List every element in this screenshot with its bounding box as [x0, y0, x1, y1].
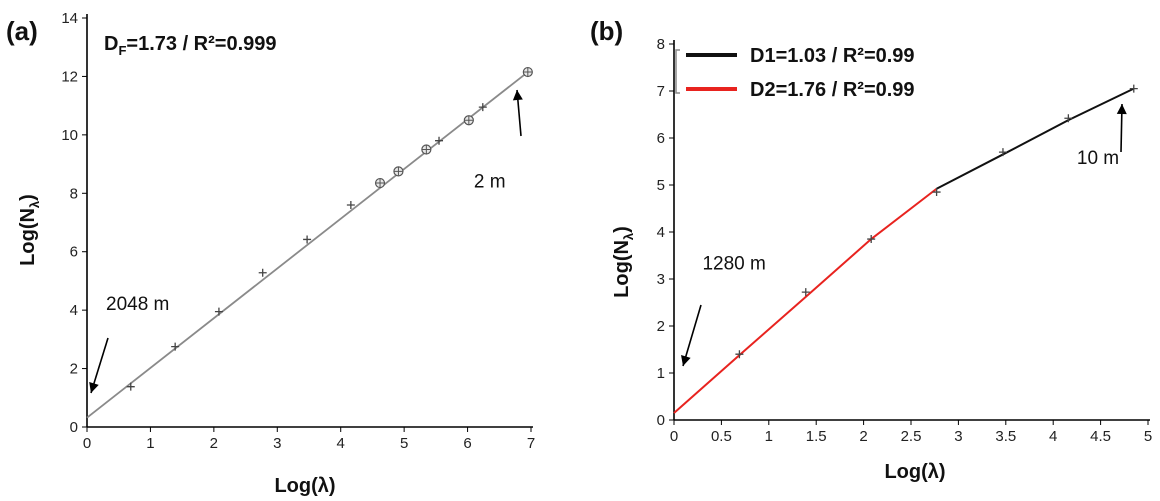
panel-a-y-tick-label: 12: [61, 68, 78, 85]
panel-a-data-point: [346, 200, 355, 209]
panel-b-series-line-1: [936, 87, 1135, 190]
panel-a-y-axis-title: Log(Nλ): [17, 194, 42, 266]
panel-b-legend: D1=1.03 / R²=0.99 D2=1.76 / R²=0.99: [675, 45, 915, 101]
panel-a-data-point: [303, 235, 312, 244]
panel-a-annotation-arrowhead: [512, 90, 523, 101]
panel-a-x-tick-label: 0: [83, 435, 91, 452]
panel-a-y-tick-label: 4: [70, 302, 78, 319]
panel-a-x-tick-label: 4: [337, 435, 345, 452]
panel-b-x-tick-label: 3: [954, 428, 962, 445]
panel-a-data-point: [126, 382, 135, 391]
panel-b-x-tick-label: 2: [859, 428, 867, 445]
panel-b-plot: 0 0.5 1 1.5 2 2.5 3 3.5 4 4.5 5 0 1 2 3 4 5 6 7 8 1280 m 10 m: [657, 36, 1153, 445]
panel-a-x-tick-label: 7: [527, 435, 535, 452]
panel-b-data-point: [1064, 114, 1073, 123]
panel-a-x-tick-label: 2: [210, 435, 218, 452]
legend-label-d2: D2=1.76 / R²=0.99: [750, 79, 915, 101]
panel-b-y-axis-title: Log(Nλ): [611, 226, 636, 298]
panel-a-x-tick-label: 1: [146, 435, 154, 452]
panel-a-x-tick-label: 6: [463, 435, 471, 452]
panel-b-x-tick-label: 0: [670, 428, 678, 445]
panel-b-series-line-2: [673, 187, 938, 414]
panel-a-y-tick-label: 10: [61, 127, 78, 144]
panel-b-x-tick-label: 4: [1049, 428, 1057, 445]
panel-a-y-tick-label: 14: [61, 10, 78, 27]
panel-a-annotation-arrowhead: [89, 381, 99, 393]
panel-b-y-tick-label: 7: [657, 83, 665, 100]
panel-b-data-point: [735, 350, 744, 359]
panel-a-data-point-cross: [422, 145, 431, 154]
panel-b-annotation-text: 10 m: [1077, 148, 1119, 169]
panel-b-annotation-text: 1280 m: [702, 254, 765, 275]
panel-b-legend-bracket: [675, 49, 680, 94]
panel-b-y-tick-label: 6: [657, 130, 665, 147]
panel-b-label: (b): [590, 16, 623, 46]
panel-b-x-tick-label: 4.5: [1090, 428, 1111, 445]
panel-a-annotation-text: 2048 m: [106, 294, 169, 315]
legend-label-d1: D1=1.03 / R²=0.99: [750, 45, 915, 67]
panel-b-y-tick-label: 1: [657, 365, 665, 382]
panel-b-y-tick-label: 5: [657, 177, 665, 194]
panel-b-annotation-arrow: [682, 304, 702, 367]
panel-b-x-tick-label: 1.5: [806, 428, 827, 445]
panel-b-x-axis-title: Log(λ): [884, 461, 945, 483]
panel-a-data-point: [435, 136, 444, 145]
panel-a-data-point: [171, 342, 180, 351]
panel-a-label: (a): [6, 16, 38, 46]
panel-b-y-tick-label: 4: [657, 224, 665, 241]
panel-b-y-tick-label: 3: [657, 271, 665, 288]
panel-a-x-tick-label: 3: [273, 435, 281, 452]
panel-a-y-tick-label: 6: [70, 244, 78, 261]
panel-a-fit-line: [86, 71, 529, 419]
panel-b-y-tick-label: 8: [657, 36, 665, 53]
panel-a-y-tick-label: 8: [70, 185, 78, 202]
panel-a-data-point-cross: [464, 116, 473, 125]
panel-b-y-tick-label: 2: [657, 318, 665, 335]
panel-a-y-tick-label: 2: [70, 361, 78, 378]
panel-a-x-tick-label: 5: [400, 435, 408, 452]
panel-b-x-tick-label: 0.5: [711, 428, 732, 445]
panel-a-annotation-text: 2 m: [474, 171, 506, 192]
panel-a-legend: DF=1.73 / R²=0.999: [104, 33, 277, 58]
panel-a-data-point-cross: [394, 167, 403, 176]
panel-a-data-point: [258, 268, 267, 277]
panel-b-annotation-arrowhead: [681, 354, 691, 366]
panel-b-x-tick-label: 3.5: [995, 428, 1016, 445]
panel-b-data-point: [867, 235, 876, 244]
panel-b-x-tick-label: 2.5: [901, 428, 922, 445]
panel-a-data-point: [478, 103, 487, 112]
panel-a-x-axis-title: Log(λ): [274, 475, 335, 497]
panel-a-y-tick-label: 0: [70, 419, 78, 436]
panel-b-data-point: [932, 188, 941, 197]
panel-b-y-tick-label: 0: [657, 412, 665, 429]
panel-b-x-tick-label: 1: [765, 428, 773, 445]
panel-a-data-point-cross: [523, 68, 532, 77]
panel-b-x-tick-label: 5: [1144, 428, 1152, 445]
panel-a-data-point: [214, 307, 223, 316]
panel-b-annotation-arrowhead: [1116, 104, 1127, 115]
panel-b-data-point: [1129, 84, 1138, 93]
panel-b-data-point: [801, 288, 810, 297]
panel-a-data-point-cross: [376, 179, 385, 188]
panel-b-data-point: [998, 148, 1007, 157]
